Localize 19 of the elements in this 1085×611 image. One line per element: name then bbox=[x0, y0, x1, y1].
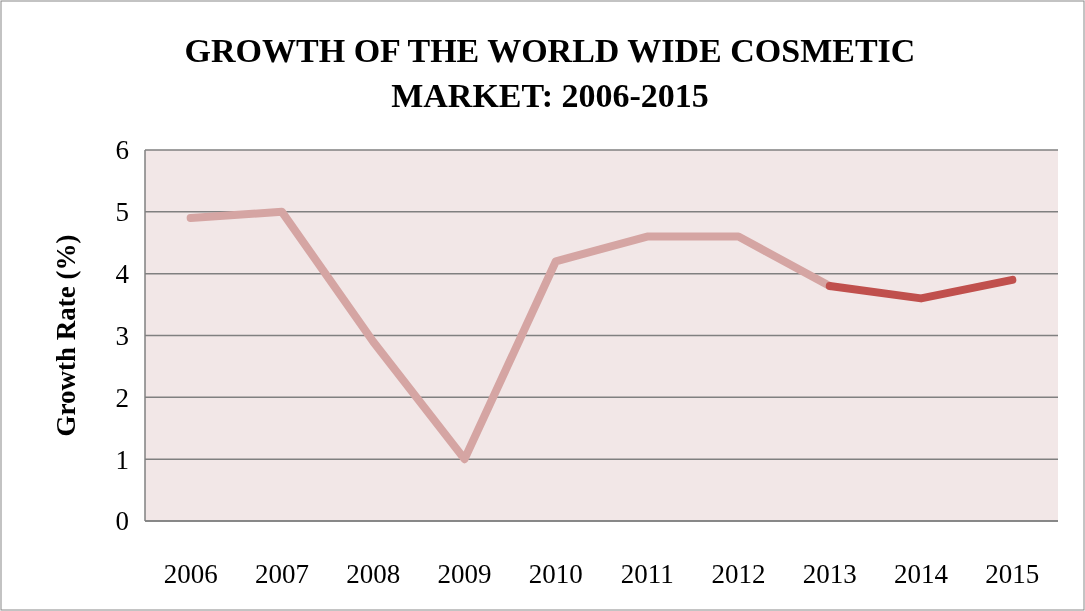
x-tick-label: 2013 bbox=[802, 559, 857, 589]
x-tick-label: 2010 bbox=[528, 559, 583, 589]
x-tick-label: 2015 bbox=[985, 559, 1040, 589]
y-tick-label: 4 bbox=[115, 259, 130, 290]
x-tick-label: 2014 bbox=[894, 559, 949, 589]
x-tick-label: 2011 bbox=[620, 559, 674, 589]
y-tick-label: 2 bbox=[115, 382, 129, 413]
chart-title: GROWTH OF THE WORLD WIDE COSMETIC MARKET: 2006-2015 bbox=[184, 32, 916, 114]
y-tick-label: 1 bbox=[115, 444, 129, 475]
x-tick-label: 2006 bbox=[163, 559, 218, 589]
y-tick-label: 5 bbox=[115, 197, 129, 228]
y-tick-label: 3 bbox=[115, 320, 129, 351]
x-tick-label: 2009 bbox=[437, 559, 492, 589]
x-tick-label: 2007 bbox=[254, 559, 309, 589]
x-tick-label: 2008 bbox=[346, 559, 401, 589]
y-axis-title: Growth Rate (%) bbox=[51, 234, 81, 437]
x-tick-label: 2012 bbox=[711, 559, 766, 589]
y-tick-label: 6 bbox=[115, 135, 129, 166]
y-tick-label: 0 bbox=[115, 506, 129, 537]
